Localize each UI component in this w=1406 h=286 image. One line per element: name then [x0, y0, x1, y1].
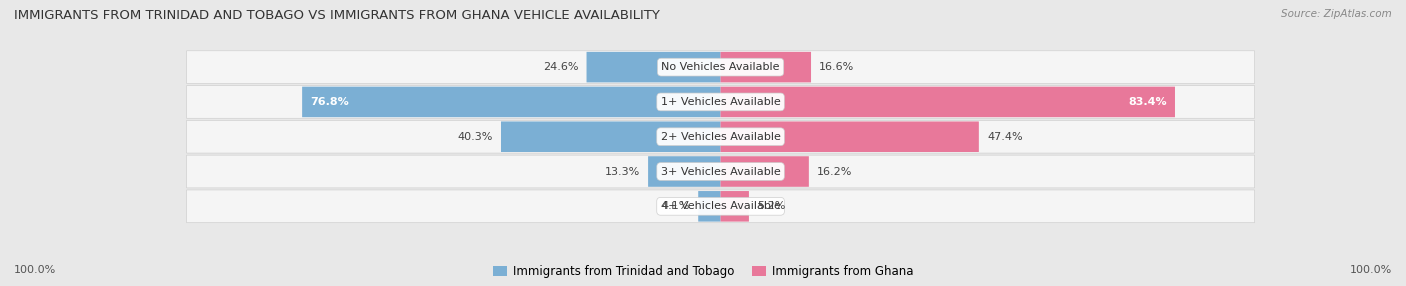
Text: 5.2%: 5.2%: [756, 201, 786, 211]
FancyBboxPatch shape: [699, 191, 721, 222]
FancyBboxPatch shape: [720, 156, 808, 187]
Text: 40.3%: 40.3%: [457, 132, 494, 142]
Text: 1+ Vehicles Available: 1+ Vehicles Available: [661, 97, 780, 107]
Text: Source: ZipAtlas.com: Source: ZipAtlas.com: [1281, 9, 1392, 19]
Text: 4+ Vehicles Available: 4+ Vehicles Available: [661, 201, 780, 211]
FancyBboxPatch shape: [187, 155, 1254, 188]
Text: 47.4%: 47.4%: [987, 132, 1022, 142]
Text: 24.6%: 24.6%: [543, 62, 578, 72]
Text: 4.1%: 4.1%: [662, 201, 690, 211]
Text: 76.8%: 76.8%: [311, 97, 349, 107]
Text: 16.2%: 16.2%: [817, 166, 852, 176]
Text: IMMIGRANTS FROM TRINIDAD AND TOBAGO VS IMMIGRANTS FROM GHANA VEHICLE AVAILABILIT: IMMIGRANTS FROM TRINIDAD AND TOBAGO VS I…: [14, 9, 659, 21]
Text: 100.0%: 100.0%: [1350, 265, 1392, 275]
Text: 2+ Vehicles Available: 2+ Vehicles Available: [661, 132, 780, 142]
Text: 100.0%: 100.0%: [14, 265, 56, 275]
FancyBboxPatch shape: [586, 52, 721, 82]
Text: 83.4%: 83.4%: [1128, 97, 1167, 107]
Text: 16.6%: 16.6%: [820, 62, 855, 72]
FancyBboxPatch shape: [720, 87, 1175, 117]
FancyBboxPatch shape: [720, 122, 979, 152]
FancyBboxPatch shape: [302, 87, 721, 117]
FancyBboxPatch shape: [187, 86, 1254, 118]
Text: No Vehicles Available: No Vehicles Available: [661, 62, 780, 72]
FancyBboxPatch shape: [187, 120, 1254, 153]
FancyBboxPatch shape: [648, 156, 721, 187]
FancyBboxPatch shape: [187, 190, 1254, 223]
FancyBboxPatch shape: [501, 122, 721, 152]
Text: 13.3%: 13.3%: [605, 166, 640, 176]
Text: 3+ Vehicles Available: 3+ Vehicles Available: [661, 166, 780, 176]
FancyBboxPatch shape: [720, 52, 811, 82]
FancyBboxPatch shape: [720, 191, 749, 222]
FancyBboxPatch shape: [187, 51, 1254, 84]
Legend: Immigrants from Trinidad and Tobago, Immigrants from Ghana: Immigrants from Trinidad and Tobago, Imm…: [488, 261, 918, 283]
